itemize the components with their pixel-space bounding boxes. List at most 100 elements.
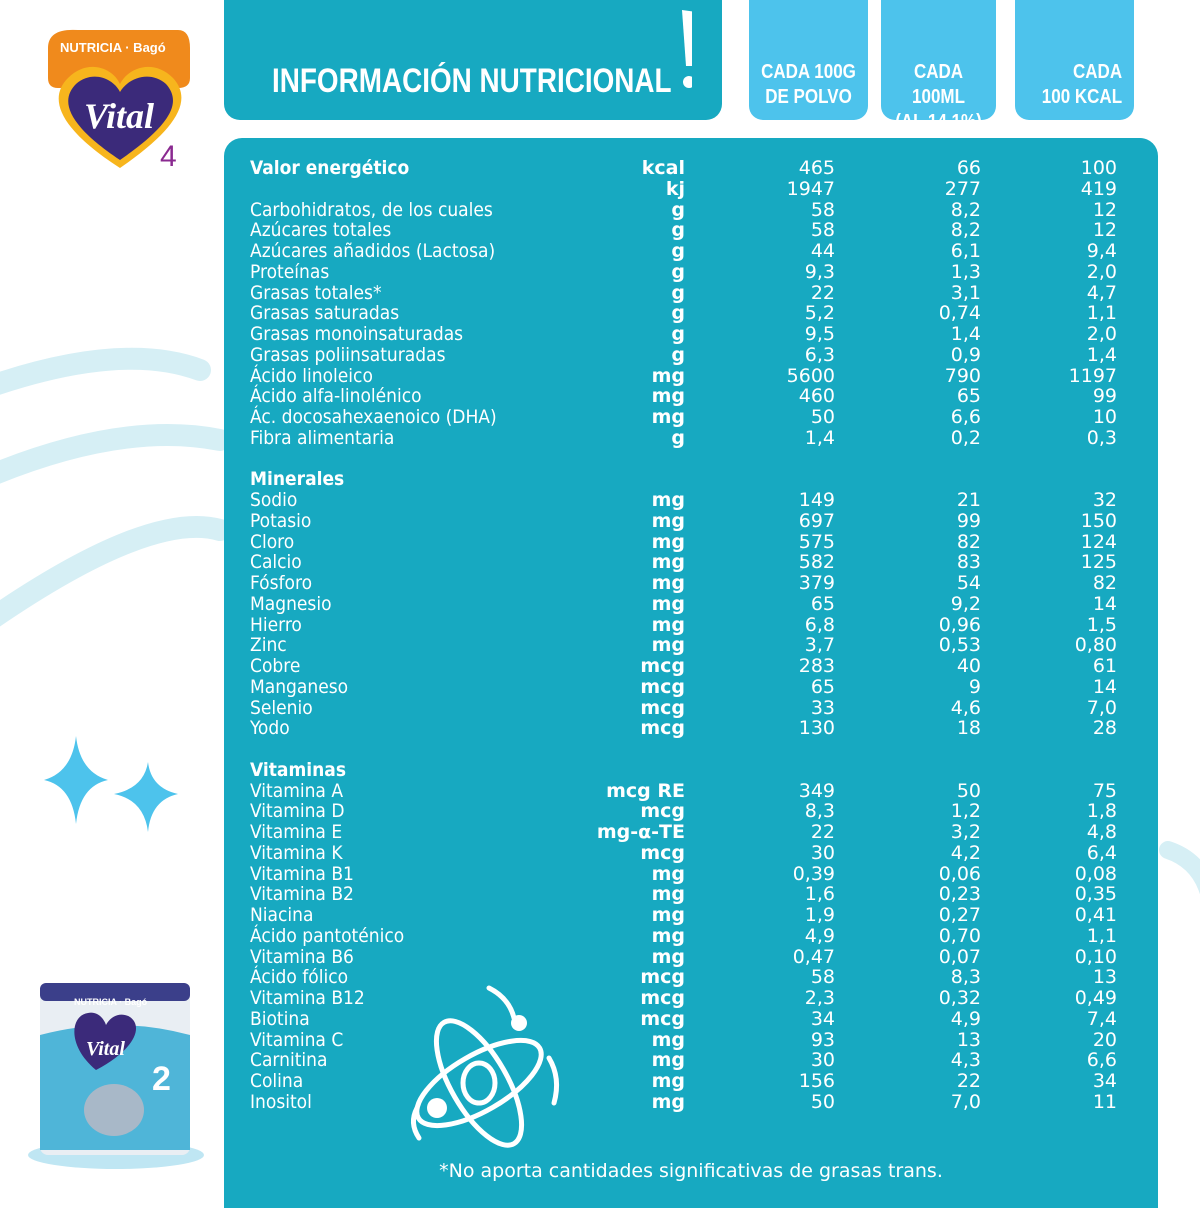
- value-per-100ml: 790: [944, 364, 981, 387]
- value-per-100g: 3,7: [804, 634, 835, 657]
- value-per-100kcal: 32: [1092, 489, 1117, 511]
- value-per-100g: 6,3: [804, 343, 835, 366]
- nutrient-name: Azúcares totales: [250, 219, 392, 242]
- exclamation-icon: [682, 10, 692, 88]
- background-swirl: [0, 347, 230, 627]
- table-row: Valor energético kcal 465 66 100: [224, 158, 1158, 179]
- value-per-100kcal: 0,80: [1074, 634, 1117, 657]
- nutrient-unit: g: [671, 302, 685, 325]
- value-per-100ml: 18: [956, 717, 981, 740]
- value-per-100kcal: 61: [1092, 655, 1117, 677]
- value-per-100kcal: 99: [1092, 385, 1117, 408]
- table-row: Vitamina B1 mg 0,39 0,06 0,08: [224, 863, 1158, 885]
- value-per-100g: 22: [810, 281, 835, 304]
- nutrient-name: Valor energético: [250, 157, 410, 179]
- value-per-100g: 156: [798, 1070, 835, 1092]
- value-per-100kcal: 4,8: [1086, 821, 1117, 843]
- svg-text:Vital: Vital: [86, 1038, 125, 1060]
- value-per-100ml: 0,27: [938, 904, 981, 926]
- value-per-100kcal: 0,3: [1086, 426, 1117, 449]
- nutrient-unit: mg: [651, 634, 685, 657]
- value-per-100g: 58: [810, 219, 835, 242]
- table-row: Zinc mg 3,7 0,53 0,80: [224, 635, 1158, 656]
- nutrient-name: Vitamina B6: [250, 945, 354, 968]
- table-row: Ácido linoleico mg 5600 790 1197: [224, 364, 1158, 387]
- value-per-100kcal: 7,0: [1086, 696, 1117, 719]
- nutrient-unit: g: [671, 219, 685, 242]
- table-row: Azúcares totales g 58 8,2 12: [224, 220, 1158, 241]
- value-per-100g: 2,3: [804, 987, 835, 1009]
- value-per-100g: 5600: [786, 364, 835, 387]
- nutrient-name: Vitamina K: [250, 841, 343, 864]
- nutrient-unit: g: [671, 343, 685, 366]
- value-per-100g: 283: [798, 655, 835, 677]
- nutrient-name: Hierro: [250, 613, 302, 636]
- value-per-100ml: 1,3: [950, 260, 981, 283]
- nutrient-unit: mg: [651, 1070, 685, 1092]
- nutrient-unit: mg: [651, 489, 685, 511]
- nutrient-name: Manganeso: [250, 675, 349, 698]
- value-per-100ml: 66: [956, 157, 981, 179]
- value-per-100ml: 1,4: [950, 323, 981, 345]
- title-banner: INFORMACIÓN NUTRICIONAL: [224, 0, 722, 120]
- table-row: Inositol mg 50 7,0 11: [224, 1090, 1158, 1113]
- value-per-100g: 582: [798, 551, 835, 574]
- value-per-100ml: 0,07: [938, 945, 981, 968]
- nutrient-name: Biotina: [250, 1007, 310, 1030]
- table-row: Cobre mcg 283 40 61: [224, 656, 1158, 677]
- nutrient-name: Azúcares añadidos (Lactosa): [250, 240, 496, 262]
- column-header-line: 100 KCAL: [1041, 86, 1123, 108]
- value-per-100g: 9,5: [804, 323, 835, 345]
- value-per-100g: 34: [810, 1007, 835, 1030]
- nutrient-unit: mg: [651, 904, 685, 926]
- table-row: Ácido fólico mcg 58 8,3 13: [224, 967, 1158, 988]
- page-title: INFORMACIÓN NUTRICIONAL: [272, 62, 672, 100]
- value-per-100kcal: 150: [1080, 509, 1117, 532]
- nutrient-name: Cobre: [250, 655, 301, 677]
- value-per-100ml: 50: [956, 779, 981, 802]
- value-per-100ml: 9,2: [950, 592, 981, 615]
- svg-text:NUTRICIA · Bagó: NUTRICIA · Bagó: [74, 997, 148, 1007]
- column-header-per-100g: CADA 100G DE POLVO: [749, 0, 868, 120]
- value-per-100g: 6,8: [804, 613, 835, 636]
- value-per-100ml: 4,9: [950, 1007, 981, 1030]
- nutrient-name: Vitamina B2: [250, 883, 354, 906]
- nutrient-unit: mg: [651, 1049, 685, 1072]
- value-per-100g: 1,9: [804, 904, 835, 926]
- value-per-100kcal: 28: [1092, 717, 1117, 740]
- brand-logo: NUTRICIA · Bagó Vital 4: [38, 18, 198, 173]
- value-per-100g: 4,9: [804, 924, 835, 947]
- value-per-100kcal: 6,6: [1086, 1049, 1117, 1072]
- nutrient-name: Niacina: [250, 904, 314, 926]
- nutrient-name: Selenio: [250, 696, 313, 719]
- table-row: Azúcares añadidos (Lactosa) g 44 6,1 9,4: [224, 241, 1158, 262]
- value-per-100kcal: 1,4: [1086, 343, 1117, 366]
- value-per-100g: 697: [798, 509, 835, 532]
- value-per-100kcal: 12: [1092, 198, 1117, 221]
- value-per-100ml: 0,2: [950, 426, 981, 449]
- table-row: kj 1947 277 419: [224, 178, 1158, 200]
- value-per-100ml: 1,2: [950, 800, 981, 823]
- nutrient-unit: mg: [651, 1090, 685, 1113]
- table-row: Ácido pantoténico mg 4,9 0,70 1,1: [224, 924, 1158, 947]
- value-per-100g: 50: [810, 406, 835, 428]
- nutrient-name: Calcio: [250, 551, 302, 574]
- value-per-100kcal: 14: [1092, 675, 1117, 698]
- value-per-100kcal: 1,1: [1086, 302, 1117, 325]
- nutrient-unit: mg: [651, 364, 685, 387]
- nutrient-name: Grasas saturadas: [250, 302, 400, 325]
- table-row: Proteínas g 9,3 1,3 2,0: [224, 260, 1158, 283]
- nutrient-unit: g: [671, 281, 685, 304]
- value-per-100g: 58: [810, 966, 835, 989]
- table-row: Sodio mg 149 21 32: [224, 490, 1158, 511]
- table-row: Vitamina B12 mcg 2,3 0,32 0,49: [224, 988, 1158, 1009]
- value-per-100ml: 65: [956, 385, 981, 408]
- nutrient-unit: mcg: [640, 966, 685, 989]
- value-per-100kcal: 0,41: [1074, 904, 1117, 926]
- value-per-100kcal: 13: [1092, 966, 1117, 989]
- value-per-100ml: 6,6: [950, 406, 981, 428]
- value-per-100kcal: 124: [1080, 530, 1117, 553]
- column-header-line: CADA: [1072, 61, 1123, 83]
- value-per-100ml: 8,2: [950, 198, 981, 221]
- column-header-line: CADA 100ML: [912, 61, 965, 108]
